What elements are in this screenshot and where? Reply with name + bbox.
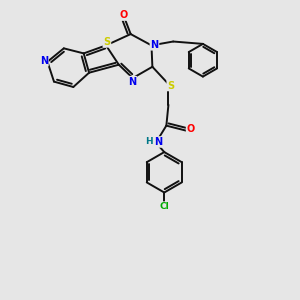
Text: N: N bbox=[150, 40, 158, 50]
Text: H: H bbox=[146, 137, 153, 146]
Text: O: O bbox=[187, 124, 195, 134]
Text: N: N bbox=[128, 76, 136, 87]
Text: Cl: Cl bbox=[159, 202, 169, 211]
Text: N: N bbox=[40, 56, 48, 66]
Text: S: S bbox=[167, 80, 174, 91]
Text: O: O bbox=[119, 10, 128, 20]
Text: S: S bbox=[103, 37, 110, 47]
Text: N: N bbox=[154, 137, 162, 147]
